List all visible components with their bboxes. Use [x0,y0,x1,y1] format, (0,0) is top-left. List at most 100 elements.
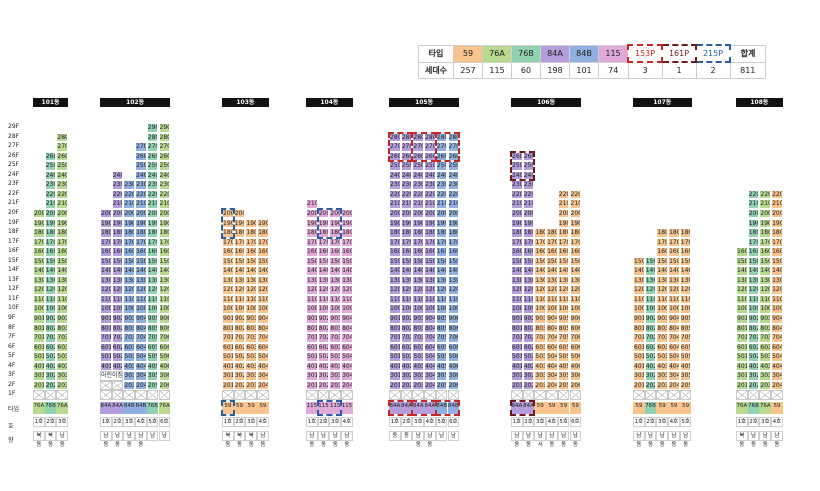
unit-cell: 301 [633,371,645,381]
unit-cell: 2005 [435,208,448,219]
unit-cell: 2803 [56,132,69,143]
unit-cell: 1602 [111,247,124,257]
unit-cell: 2303 [123,180,136,190]
unit-cell: 504 [546,352,558,362]
unit-cell: 805 [146,323,159,334]
unit-cell: 1902 [317,218,330,229]
unit-cell: 1302 [400,275,413,286]
pilotis-cell [245,390,258,400]
floor-label: 11F [8,294,20,302]
unit-cell: 604 [257,342,269,353]
unit-cell: 2003 [412,208,425,219]
unit-cell: 303 [759,371,772,381]
unit-cell: 1003 [534,304,547,314]
unit-cell: 2404 [424,170,436,181]
unit-cell: 201 [33,380,45,391]
unit-cell: 702 [44,333,57,343]
unit-cell: 305 [146,371,159,381]
unit-cell: 304 [668,371,680,381]
unit-cell: 606 [158,342,171,353]
unit-cell: 605 [146,342,159,353]
unit-cell: 404 [771,361,783,372]
unit-cell: 806 [158,323,171,334]
unit-cell: 206 [158,380,171,391]
unit-cell: 2202 [44,189,57,200]
unit-cell: 1302 [233,275,246,286]
unit-cell: 2505 [435,161,448,171]
unit-cell: 501 [389,352,401,362]
unit-cell: 1503 [534,256,547,267]
unit-cell: 304 [424,371,436,381]
unit-cell: 902 [400,314,413,324]
unit-cell: 1602 [233,247,246,257]
unit-cell: 2001 [306,208,318,219]
unit-cell: 702 [522,333,535,343]
unit-cell: 206 [447,380,460,391]
unit-cell: 1203 [534,285,547,295]
unit-cell: 1402 [400,266,413,276]
unit-cell: 603 [329,342,342,353]
unit-cell: 1306 [569,275,582,286]
unit-cell: 2601 [389,151,401,162]
unit-type: 115 [317,402,330,414]
unit-cell: 2205 [557,189,570,200]
unit-cell: 1906 [447,218,460,229]
unit-cell: 906 [569,314,582,324]
pilotis-cell [317,390,330,400]
unit-cell: 1604 [135,247,147,257]
unit-cell: 904 [668,314,680,324]
unit-cell: 1103 [123,294,136,305]
unit-cell: 503 [56,352,69,362]
floor-label: 28F [8,132,20,140]
unit-cell: 2006 [447,208,460,219]
unit-direction: 남동 [656,431,669,448]
unit-direction: 남동 [644,431,657,448]
unit-cell: 802 [747,323,760,334]
unit-cell: 1303 [656,275,669,286]
unit-cell: 1202 [747,285,760,295]
floor-label: 7F [8,333,16,341]
unit-cell: 304 [771,371,783,381]
unit-cell: 303 [245,371,258,381]
unit-cell: 1903 [56,218,69,229]
unit-cell: 2002 [747,208,760,219]
unit-cell: 904 [257,314,269,324]
unit-cell: 2002 [400,208,413,219]
unit-cell: 1403 [329,266,342,276]
unit-type: 84A [100,402,112,414]
unit-cell: 602 [233,342,246,353]
unit-cell: 1805 [679,228,692,238]
summary-count-row: 세대수 257 115 60 198 101 74 3 1 2 811 [418,61,766,79]
unit-cell: 704 [257,333,269,343]
unit-cell: 2003 [329,208,342,219]
unit-cell: 403 [656,361,669,372]
unit-number: 4호 [668,417,680,427]
unit-cell: 1702 [747,237,760,248]
unit-cell: 1403 [245,266,258,276]
unit-cell: 703 [412,333,425,343]
unit-cell: 2705 [146,142,159,152]
unit-cell: 1703 [534,237,547,248]
unit-number: 5호 [679,417,692,427]
unit-cell: 1405 [435,266,448,276]
unit-cell: 405 [435,361,448,372]
unit-cell: 801 [222,323,234,334]
pilotis-cell [400,390,413,400]
unit-cell: 301 [511,371,523,381]
unit-cell: 803 [123,323,136,334]
unit-cell: 905 [557,314,570,324]
unit-cell: 1201 [100,285,112,295]
unit-cell: 1405 [146,266,159,276]
unit-cell: 601 [100,342,112,353]
unit-cell: 2504 [424,161,436,171]
pilotis-cell [329,390,342,400]
unit-cell: 1702 [522,237,535,248]
unit-direction: 동 [389,431,401,441]
